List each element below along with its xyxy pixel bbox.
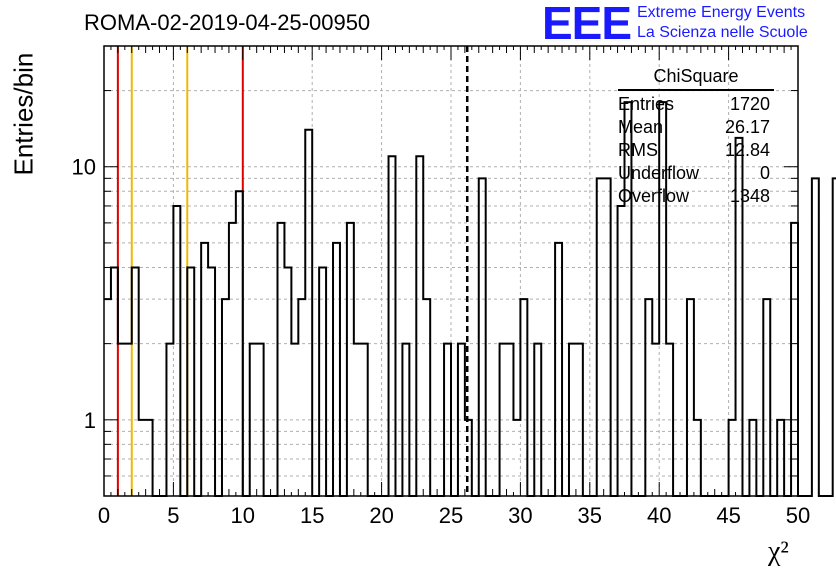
histogram-bin <box>791 223 798 496</box>
x-tick-label: 40 <box>647 503 671 528</box>
histogram-bin <box>729 420 736 496</box>
histogram-bin <box>132 267 139 496</box>
x-tick-label: 45 <box>716 503 740 528</box>
histogram-bin <box>291 344 298 496</box>
stats-value: 1348 <box>729 186 770 206</box>
histogram-bin <box>576 344 583 496</box>
stats-row: Overflow 1348 <box>612 185 780 208</box>
y-tick-label: 10 <box>72 155 96 180</box>
stats-label: RMS <box>618 140 658 160</box>
histogram-bin <box>201 243 208 496</box>
histogram-bin <box>111 267 118 496</box>
stats-row: Underflow 0 <box>612 162 780 185</box>
histogram-bin <box>236 191 243 496</box>
histogram-bin <box>444 344 451 496</box>
histogram-bin <box>604 178 611 496</box>
histogram-bin <box>458 344 465 496</box>
histogram-bin <box>416 156 423 496</box>
plot-title: ROMA-02-2019-04-25-00950 <box>84 10 371 35</box>
histogram-bin <box>652 344 659 496</box>
histogram-bin <box>749 420 756 496</box>
histogram-bin <box>555 243 562 496</box>
histogram-bin <box>173 206 180 496</box>
histogram-bin <box>104 299 111 496</box>
stats-row: Mean 26.17 <box>612 116 780 139</box>
x-tick-label: 15 <box>300 503 324 528</box>
histogram-bin <box>319 267 326 496</box>
histogram-bin <box>118 344 125 496</box>
axes: 0 5 10 15 20 25 30 35 40 45 50 1 10 <box>72 45 810 528</box>
histogram-bin <box>618 206 625 496</box>
histogram-bin <box>763 299 770 496</box>
stats-value: 12.84 <box>724 140 770 160</box>
histogram-bin <box>389 156 396 496</box>
stats-label: Overflow <box>618 186 690 206</box>
histogram-bin <box>222 299 229 496</box>
histogram-bin <box>278 223 285 496</box>
histogram-bin <box>507 344 514 496</box>
x-tick-label: 30 <box>508 503 532 528</box>
histogram-bin <box>812 178 819 496</box>
x-tick-label: 50 <box>786 503 810 528</box>
histogram-bin <box>777 420 784 496</box>
histogram-bin <box>305 130 312 496</box>
histogram-bin <box>645 299 652 496</box>
x-tick-label: 10 <box>231 503 255 528</box>
histogram-bin <box>402 344 409 496</box>
histogram-bin <box>520 299 527 496</box>
histogram-bin <box>354 344 361 496</box>
x-tick-label: 0 <box>98 503 110 528</box>
logo-text-line2: La Scienza nelle Scuole <box>637 24 808 41</box>
histogram-bin <box>298 299 305 496</box>
histogram-bin <box>250 344 257 496</box>
histogram-bin <box>187 267 194 496</box>
stats-row: Entries 1720 <box>612 93 780 116</box>
histogram-bin <box>166 344 173 496</box>
histogram-bin <box>479 178 486 496</box>
stats-value: 0 <box>759 163 770 183</box>
x-axis-label: χ² <box>768 536 789 567</box>
histogram-bin <box>125 344 132 496</box>
histogram-bin <box>333 243 340 496</box>
histogram-bin <box>423 299 430 496</box>
histogram-bin <box>146 420 153 496</box>
stats-value: 1720 <box>729 94 770 114</box>
histogram-bin <box>347 223 354 496</box>
stats-box: ChiSquare Entries 1720 Mean 26.17 RMS 12… <box>612 66 780 208</box>
histogram-bin <box>229 223 236 496</box>
histogram-series <box>104 101 836 497</box>
histogram-bin <box>361 344 368 496</box>
histogram-bin <box>500 344 507 496</box>
histogram-bin <box>513 420 520 496</box>
stats-value: 26.17 <box>724 117 770 137</box>
stats-label: Underflow <box>618 163 700 183</box>
x-tick-label: 35 <box>578 503 602 528</box>
x-tick-label: 25 <box>439 503 463 528</box>
histogram-bin <box>534 344 541 496</box>
logo-text-line1: Extreme Energy Events <box>637 4 806 21</box>
histogram-bin <box>465 420 472 496</box>
stats-label: Entries <box>618 94 675 114</box>
histogram-bin <box>257 344 264 496</box>
histogram-bin <box>666 344 673 496</box>
histogram-bin <box>284 267 291 496</box>
histogram-bin <box>597 178 604 496</box>
histogram-bin <box>208 267 215 496</box>
histogram-bin <box>569 344 576 496</box>
histogram-bin <box>687 299 694 496</box>
x-tick-label: 20 <box>369 503 393 528</box>
histogram-bin <box>694 420 701 496</box>
x-tick-label: 5 <box>167 503 179 528</box>
stats-title: ChiSquare <box>618 66 774 91</box>
eee-logo: EEE <box>542 0 632 49</box>
stats-label: Mean <box>618 117 664 137</box>
stats-row: RMS 12.84 <box>612 139 780 162</box>
histogram-bin <box>139 420 146 496</box>
y-tick-label: 1 <box>84 408 96 433</box>
